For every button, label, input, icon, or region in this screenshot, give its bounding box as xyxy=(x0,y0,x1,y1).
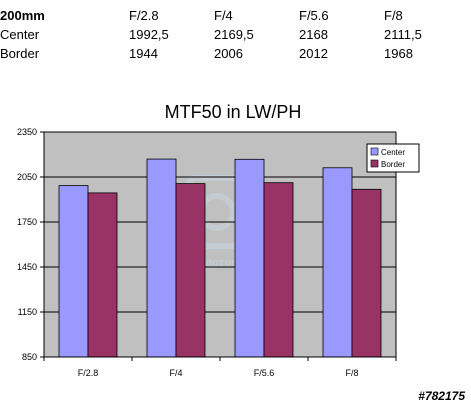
y-tick-label: 1450 xyxy=(17,262,37,272)
bar-border xyxy=(351,188,382,358)
table-header-cell: F/4 xyxy=(214,8,233,23)
table-cell: Center xyxy=(0,27,40,42)
table-header-cell: F/2.8 xyxy=(129,8,159,23)
table-cell: 1992,5 xyxy=(129,27,169,42)
y-tick-label: 850 xyxy=(22,352,37,362)
table-header-row: 200mm F/2.8 F/4 F/5.6 F/8 xyxy=(0,6,454,25)
table-cell: Border xyxy=(0,46,40,61)
y-tick-labels: 850 1150 1450 1750 2050 2350 xyxy=(17,127,37,362)
data-table: 200mm F/2.8 F/4 F/5.6 F/8 Center 1992,5 … xyxy=(0,6,454,63)
y-tick-label: 2350 xyxy=(17,127,37,137)
chart-title: MTF50 in LW/PH xyxy=(165,102,302,122)
image-id-label: #782175 xyxy=(418,389,465,403)
bar-border xyxy=(87,192,118,358)
table-cell: 2168 xyxy=(299,27,328,42)
x-tick-label: F/4 xyxy=(169,368,182,378)
table-cell: 1944 xyxy=(129,46,158,61)
x-tick-labels: F/2.8 F/4 F/5.6 F/8 xyxy=(78,368,359,378)
legend-label: Border xyxy=(381,160,405,169)
table-header-cell: F/5.6 xyxy=(299,8,329,23)
bar-center xyxy=(146,158,177,358)
bar-border xyxy=(263,182,294,358)
table-cell: 2169,5 xyxy=(214,27,254,42)
bar-center xyxy=(322,167,353,358)
table-cell: 1968 xyxy=(384,46,413,61)
table-cell: 2012 xyxy=(299,46,328,61)
table-cell: 2006 xyxy=(214,46,243,61)
y-tick-label: 2050 xyxy=(17,172,37,182)
table-cell: 2111,5 xyxy=(384,27,422,42)
bar-center xyxy=(234,158,265,358)
table-header-cell: F/8 xyxy=(384,8,403,23)
x-tick-label: F/8 xyxy=(345,368,358,378)
legend-swatch xyxy=(370,147,379,156)
table-header-cell: 200mm xyxy=(0,8,45,23)
table-row: Border 1944 2006 2012 1968 xyxy=(0,44,454,63)
legend: Center Border xyxy=(366,143,420,173)
y-tick-label: 1150 xyxy=(18,307,37,317)
legend-swatch xyxy=(370,159,379,168)
table-row: Center 1992,5 2169,5 2168 2111,5 xyxy=(0,25,454,44)
bar-border xyxy=(175,183,206,358)
y-tick-label: 1750 xyxy=(17,217,37,227)
bar-center xyxy=(58,185,89,358)
x-tick-label: F/2.8 xyxy=(78,368,99,378)
legend-label: Center xyxy=(381,148,405,157)
x-tick-label: F/5.6 xyxy=(254,368,275,378)
